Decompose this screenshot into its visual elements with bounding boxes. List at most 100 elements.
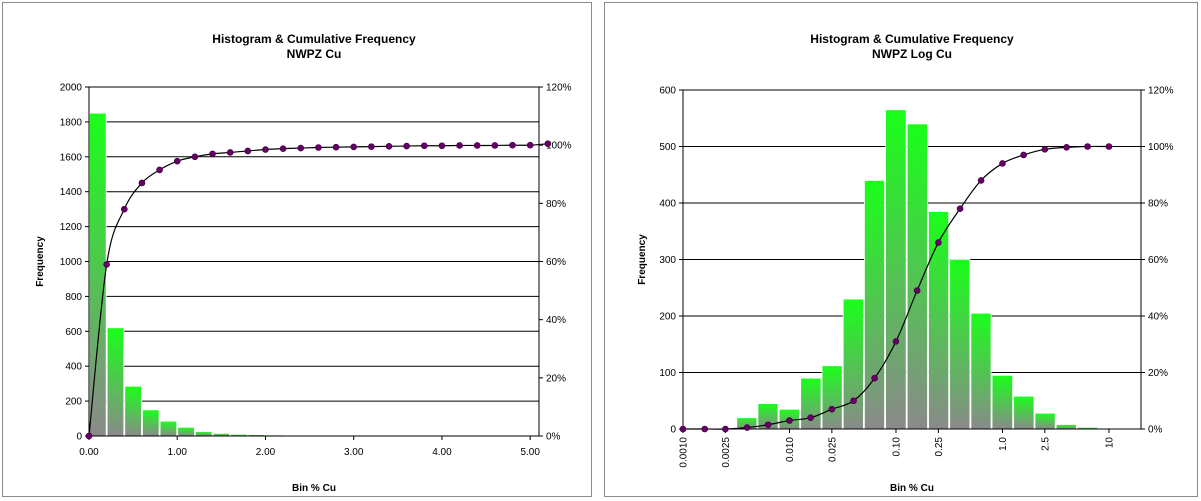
chart-title: Histogram & Cumulative Frequency bbox=[212, 32, 416, 46]
cumulative-point bbox=[315, 144, 322, 151]
cumulative-point bbox=[743, 424, 751, 431]
y-tick-label: 600 bbox=[65, 327, 82, 338]
cumulative-point bbox=[1041, 146, 1049, 153]
cumulative-point bbox=[526, 141, 534, 149]
y-tick-label: 200 bbox=[65, 397, 82, 408]
y-tick-label: 400 bbox=[659, 199, 676, 210]
cumulative-point bbox=[935, 239, 942, 246]
chart-title: Histogram & Cumulative Frequency bbox=[810, 32, 1014, 46]
chart-subtitle: NWPZ Log Cu bbox=[872, 47, 952, 61]
y-tick-label: 0 bbox=[76, 432, 82, 443]
y-tick-label: 200 bbox=[659, 312, 676, 323]
y-tick-label: 600 bbox=[659, 86, 676, 97]
histogram-bar bbox=[821, 365, 843, 430]
cumulative-point bbox=[913, 287, 921, 294]
chart-subtitle: NWPZ Cu bbox=[287, 47, 342, 61]
cumulative-point bbox=[1020, 151, 1027, 159]
cumulative-frequency-line bbox=[88, 143, 548, 437]
histogram-bar bbox=[194, 431, 213, 437]
x-tick-label: 3.00 bbox=[344, 447, 364, 458]
histogram-bar bbox=[142, 409, 160, 437]
cumulative-point bbox=[209, 150, 216, 158]
cumulative-point bbox=[764, 421, 772, 429]
y2-tick-label: 40% bbox=[1148, 312, 1168, 323]
x-tick-label: 1.00 bbox=[168, 447, 188, 458]
cumulative-point bbox=[156, 166, 163, 174]
y-tick-label: 100 bbox=[659, 368, 676, 379]
cumulative-point bbox=[722, 425, 729, 433]
chart-panel-cu: Histogram & Cumulative Frequency NWPZ Cu 0… bbox=[2, 2, 592, 497]
cumulative-point bbox=[977, 177, 985, 184]
cumulative-point bbox=[679, 425, 687, 433]
y2-tick-label: 80% bbox=[1148, 199, 1168, 210]
cumulative-point bbox=[956, 205, 964, 212]
cumulative-point bbox=[850, 397, 857, 405]
x-axis-label: Bin % Cu bbox=[292, 483, 336, 494]
y-tick-label: 400 bbox=[65, 362, 82, 373]
histogram-bar bbox=[89, 112, 107, 437]
y-tick-label: 1000 bbox=[60, 257, 83, 268]
x-tick-label: 4.00 bbox=[432, 447, 452, 458]
y2-tick-label: 100% bbox=[1148, 142, 1174, 153]
y2-tick-label: 100% bbox=[546, 141, 572, 152]
cumulative-point bbox=[544, 140, 552, 148]
y-tick-label: 1600 bbox=[60, 152, 83, 163]
y2-tick-label: 60% bbox=[546, 257, 566, 268]
y-tick-label: 500 bbox=[659, 142, 676, 153]
y2-tick-label: 120% bbox=[546, 83, 572, 94]
cumulative-point bbox=[120, 205, 128, 213]
x-tick-label: 1.0 bbox=[998, 437, 1009, 451]
histogram-bar bbox=[159, 420, 178, 437]
histogram-bar bbox=[177, 426, 195, 437]
cumulative-point bbox=[403, 142, 410, 150]
cumulative-point bbox=[226, 149, 234, 156]
y2-tick-label: 20% bbox=[546, 373, 566, 384]
cumulative-point bbox=[456, 142, 463, 149]
x-tick-label: 0.010 bbox=[785, 437, 796, 462]
cumulative-point bbox=[173, 157, 181, 165]
x-tick-label: 2.00 bbox=[256, 447, 276, 458]
cumulative-point bbox=[191, 153, 199, 161]
x-tick-label: 5.00 bbox=[520, 447, 540, 458]
x-tick-label: 0.10 bbox=[891, 437, 902, 457]
y-tick-label: 0 bbox=[670, 425, 676, 436]
y-tick-label: 1800 bbox=[60, 117, 83, 128]
histogram-bar bbox=[906, 123, 928, 430]
x-tick-label: 10 bbox=[1104, 437, 1115, 449]
cumulative-point bbox=[892, 338, 900, 345]
cumulative-point bbox=[297, 144, 305, 152]
y2-tick-label: 40% bbox=[546, 315, 566, 326]
histogram-bar bbox=[991, 374, 1014, 430]
histogram-bar bbox=[885, 109, 907, 430]
histogram-bar bbox=[1034, 412, 1056, 430]
y2-tick-label: 80% bbox=[546, 199, 566, 210]
histogram-bar bbox=[800, 377, 822, 430]
y2-tick-label: 0% bbox=[546, 432, 561, 443]
cumulative-point bbox=[1105, 143, 1113, 150]
histogram-bar bbox=[864, 179, 885, 430]
cumulative-point bbox=[701, 425, 709, 433]
cumulative-point bbox=[871, 374, 878, 382]
histogram-bar bbox=[970, 312, 992, 430]
x-tick-label: 0.0010 bbox=[679, 437, 690, 468]
cumulative-point bbox=[244, 147, 252, 155]
cumulative-point bbox=[807, 414, 814, 422]
x-axis-label: Bin % Cu bbox=[890, 483, 934, 494]
y-tick-label: 300 bbox=[659, 255, 676, 266]
histogram-bar bbox=[124, 385, 142, 437]
cumulative-point bbox=[350, 143, 358, 151]
x-tick-label: 0.25 bbox=[934, 437, 945, 457]
x-tick-label: 2.5 bbox=[1040, 437, 1051, 451]
y-tick-label: 1400 bbox=[60, 187, 83, 198]
cumulative-point bbox=[509, 141, 516, 149]
cumulative-point bbox=[828, 405, 836, 413]
cumulative-point bbox=[999, 160, 1006, 167]
histogram-bar bbox=[1055, 424, 1077, 430]
x-tick-label: 0.00 bbox=[79, 447, 99, 458]
cumulative-point bbox=[1084, 143, 1091, 150]
histogram-bar bbox=[949, 259, 971, 430]
chart-panel-log-cu: Histogram & Cumulative Frequency NWPZ Log… bbox=[604, 2, 1198, 497]
cumulative-point bbox=[385, 143, 393, 150]
